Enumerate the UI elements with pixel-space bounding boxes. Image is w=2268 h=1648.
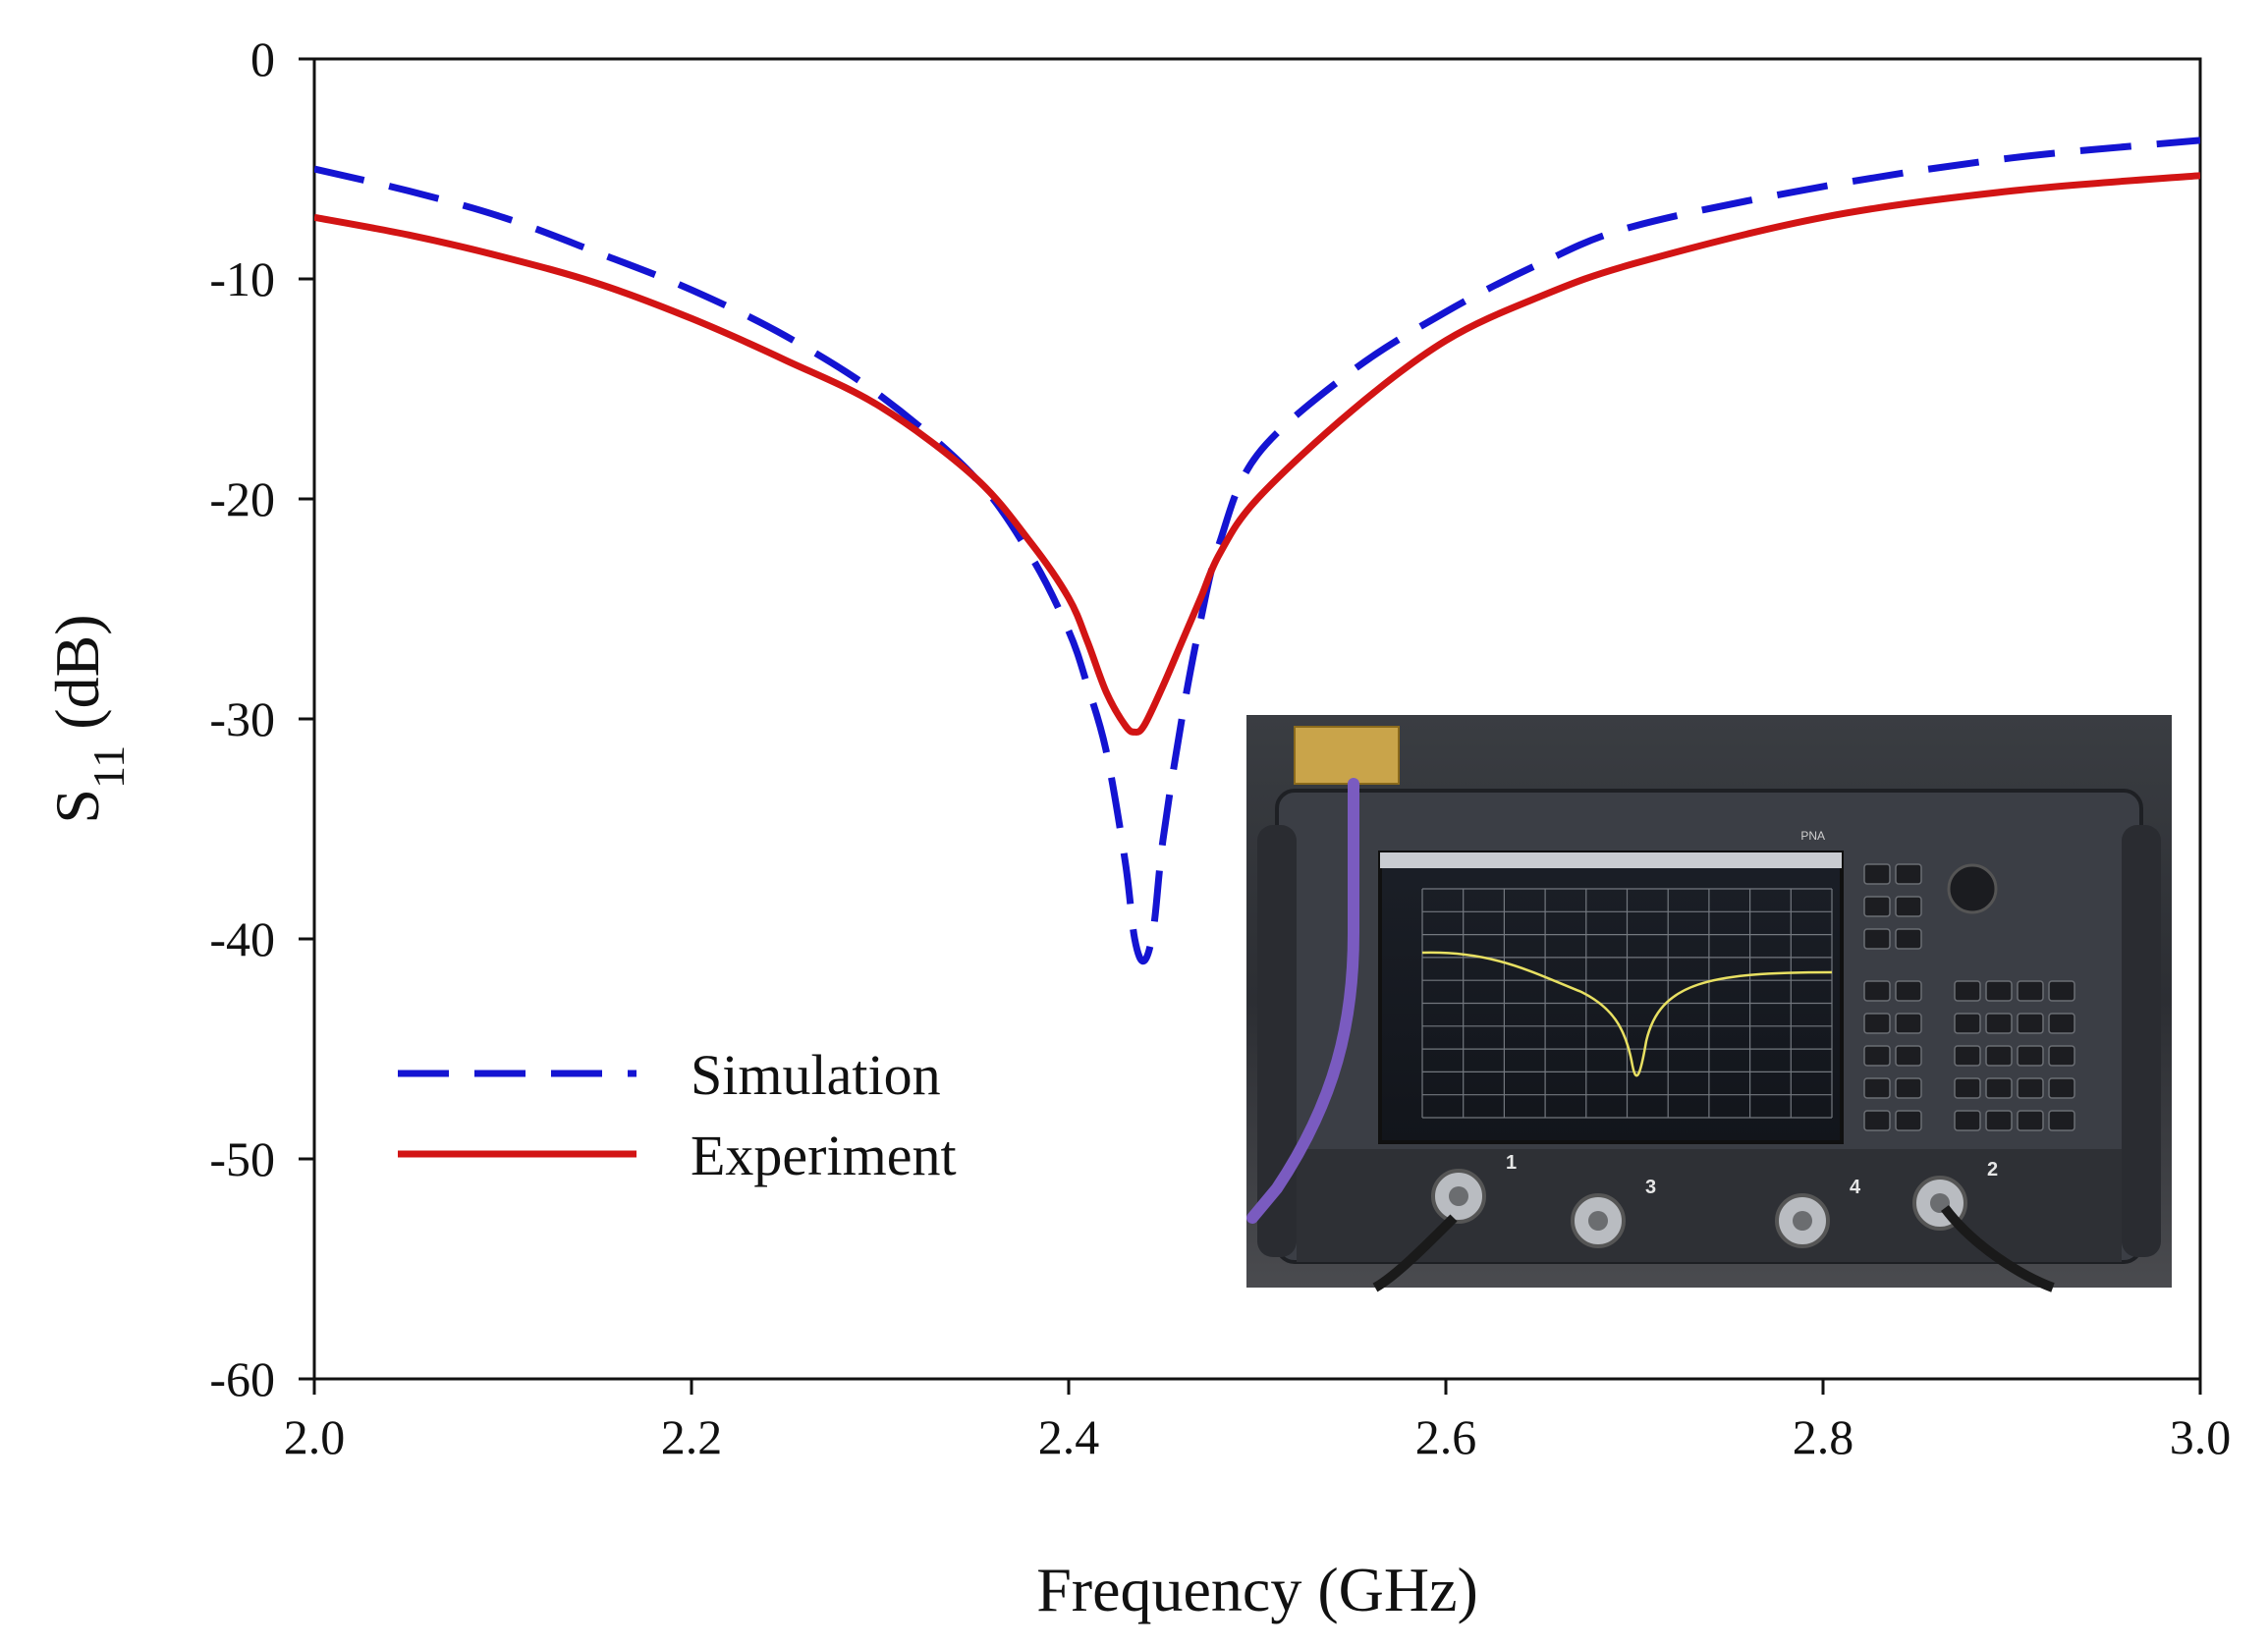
analyzer-button xyxy=(1954,980,1981,1002)
analyzer-button xyxy=(2048,1077,2075,1099)
analyzer-button xyxy=(1985,980,2013,1002)
antenna-board xyxy=(1294,726,1400,785)
analyzer-port-label: 4 xyxy=(1850,1177,1861,1198)
analyzer-button xyxy=(2048,1045,2075,1067)
y-axis-title: S11 (dB) xyxy=(42,614,134,823)
analyzer-button xyxy=(1985,1110,2013,1131)
legend-label-simulation: Simulation xyxy=(691,1043,941,1107)
analyzer-button xyxy=(1863,1110,1891,1131)
analyzer-button xyxy=(1863,1045,1891,1067)
analyzer-knob xyxy=(1947,863,1998,914)
test-cable xyxy=(1246,778,1359,1224)
x-tick-label: 2.4 xyxy=(1038,1409,1100,1464)
analyzer-button xyxy=(2017,1110,2044,1131)
analyzer-screen xyxy=(1378,851,1844,1144)
analyzer-button xyxy=(1954,1045,1981,1067)
analyzer-button xyxy=(1985,1045,2013,1067)
y-axis-ticks: 0 -10 -20 -30 -40 -50 -60 xyxy=(209,31,314,1406)
analyzer-button xyxy=(2048,1013,2075,1034)
analyzer-port-label: 3 xyxy=(1645,1177,1656,1198)
analyzer-button xyxy=(2017,980,2044,1002)
y-tick-label: -40 xyxy=(209,911,275,966)
x-tick-label: 2.8 xyxy=(1793,1409,1854,1464)
analyzer-button xyxy=(1895,1013,1922,1034)
analyzer-button xyxy=(1895,1110,1922,1131)
analyzer-button xyxy=(1985,1013,2013,1034)
analyzer-button xyxy=(1954,1013,1981,1034)
analyzer-left-handle xyxy=(1257,825,1297,1257)
analyzer-trace xyxy=(1421,951,1833,1077)
analyzer-button xyxy=(1863,928,1891,950)
analyzer-port-center xyxy=(1793,1211,1812,1231)
inset-photo: PNA 1 3 4 2 xyxy=(1246,715,2172,1292)
analyzer-brand-text: PNA xyxy=(1800,829,1825,843)
analyzer-port-center xyxy=(1449,1186,1468,1206)
y-axis-title-subscript: 11 xyxy=(83,745,134,789)
analyzer-port-label: 2 xyxy=(1987,1159,1998,1181)
series-line-simulation xyxy=(314,137,2200,965)
x-axis-title: Frequency (GHz) xyxy=(1036,1555,1478,1624)
x-tick-label: 2.0 xyxy=(284,1409,346,1464)
analyzer-button xyxy=(2017,1045,2044,1067)
analyzer-button xyxy=(1895,896,1922,917)
analyzer-button xyxy=(1895,1077,1922,1099)
analyzer-port-label: 1 xyxy=(1506,1152,1517,1174)
y-axis-title-suffix: (dB) xyxy=(42,614,112,744)
analyzer-button xyxy=(1895,928,1922,950)
port-cable-right xyxy=(1941,1204,2055,1292)
analyzer-screen-header xyxy=(1380,852,1842,868)
analyzer-button-panel xyxy=(1863,863,2075,1131)
y-tick-label: -20 xyxy=(209,471,275,526)
analyzer-button xyxy=(1895,1045,1922,1067)
analyzer-right-handle xyxy=(2122,825,2161,1257)
analyzer-button xyxy=(1863,896,1891,917)
x-axis-ticks: 2.0 2.2 2.4 2.6 2.8 3.0 xyxy=(284,1379,2232,1464)
y-axis-title-base: S xyxy=(42,789,112,824)
y-tick-label: -30 xyxy=(209,691,275,746)
analyzer-screen-grid xyxy=(1421,888,1833,1119)
x-tick-label: 2.6 xyxy=(1415,1409,1477,1464)
port-cable-left xyxy=(1372,1214,1458,1292)
analyzer-button xyxy=(1863,863,1891,885)
analyzer-button xyxy=(1895,863,1922,885)
y-tick-label: -10 xyxy=(209,251,275,306)
y-tick-label: -50 xyxy=(209,1131,275,1186)
x-tick-label: 2.2 xyxy=(661,1409,723,1464)
analyzer-button xyxy=(1895,980,1922,1002)
y-tick-label: 0 xyxy=(250,31,275,86)
analyzer-button xyxy=(1954,1077,1981,1099)
analyzer-button xyxy=(2048,980,2075,1002)
analyzer-button xyxy=(1985,1077,2013,1099)
analyzer-button xyxy=(1863,1013,1891,1034)
analyzer-port-center xyxy=(1588,1211,1608,1231)
analyzer-button xyxy=(1863,980,1891,1002)
series-line-experiment xyxy=(314,172,2200,736)
legend-label-experiment: Experiment xyxy=(691,1124,957,1187)
analyzer-button xyxy=(2048,1110,2075,1131)
legend: Simulation Experiment xyxy=(398,1043,957,1187)
y-tick-label: -60 xyxy=(209,1351,275,1406)
analyzer-button xyxy=(2017,1077,2044,1099)
x-tick-label: 3.0 xyxy=(2170,1409,2232,1464)
analyzer-button xyxy=(1863,1077,1891,1099)
analyzer-button xyxy=(2017,1013,2044,1034)
analyzer-button xyxy=(1954,1110,1981,1131)
series-layer xyxy=(314,137,2200,965)
